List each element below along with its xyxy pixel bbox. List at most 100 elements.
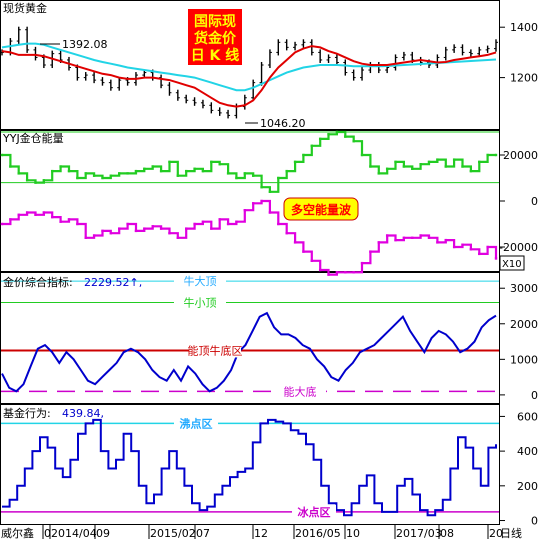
energy-bear-series-point — [385, 234, 389, 237]
energy-bull-series-point — [118, 172, 121, 175]
fund-reference-label-0: 沸点区 — [180, 416, 213, 430]
energy-bull-series-point — [494, 153, 498, 157]
scale-box — [499, 255, 525, 271]
energy-bear-series-point — [369, 250, 372, 253]
energy-panel-frame — [0, 130, 500, 272]
energy-bull-series-point — [293, 160, 297, 164]
energy-bull-series-point — [327, 133, 330, 136]
energy-bear-series-point — [176, 236, 180, 239]
energy-bull-series-point — [469, 169, 473, 173]
energy-bear-series-point — [235, 220, 238, 223]
energy-bear-series-point — [143, 227, 146, 230]
energy-bear-series-point — [134, 229, 138, 233]
energy-bear-series-point — [243, 209, 247, 212]
energy-bull-series-point — [159, 169, 163, 173]
energy-bear-series-point — [168, 232, 171, 235]
energy-bear-series-point — [260, 199, 263, 203]
index-reference-label-bg-3 — [274, 384, 326, 399]
energy-bull-series-point — [134, 169, 138, 173]
energy-bear-series-point — [302, 250, 305, 253]
y-axes: 14001200200000-2000030002000100006004002… — [499, 21, 538, 527]
energy-bear-series-point — [251, 202, 255, 205]
index-reference-label-bg-0 — [174, 274, 226, 289]
energy-bull-series-point — [84, 172, 87, 175]
energy-bull-series-point — [17, 172, 20, 175]
y-tick-label-3-1: 400 — [517, 445, 538, 458]
y-tick-label-3-2: 200 — [517, 480, 538, 493]
energy-bear-series-point — [25, 211, 29, 214]
energy-bear-series-point — [268, 211, 272, 214]
energy-bear-series — [2, 199, 498, 276]
energy-bull-series-point — [176, 174, 180, 177]
index-value-label: 2229.52↑, — [84, 276, 142, 289]
price-ma-long-line — [1, 42, 497, 92]
energy-bear-series-point — [352, 271, 355, 274]
energy-bear-series-point — [461, 243, 464, 246]
fund-reference-label-bg-0 — [174, 416, 218, 431]
energy-bull-series-point — [277, 176, 280, 180]
y-tick-label-0-0: 1400 — [510, 21, 538, 34]
index-reference-label-2: 能顶牛底区 — [188, 343, 243, 357]
x-axis-label-8: 10 — [346, 527, 360, 540]
y-tick-label-0-1: 1200 — [510, 72, 538, 85]
energy-bear-series-point — [118, 227, 121, 230]
energy-bull-series-point — [419, 163, 422, 166]
energy-bull-series-point — [369, 165, 372, 168]
energy-bull-series-point — [101, 176, 104, 180]
price-panel-frame — [0, 0, 500, 130]
energy-bear-series-point — [151, 225, 154, 228]
index-reference-label-0: 牛大顶 — [184, 274, 217, 288]
x-axis: 威尔鑫 0 2014/04 09 2015/02 07 12 2016/05 10 2017/03… — [1, 525, 522, 540]
energy-bull-series-point — [318, 137, 322, 141]
energy-bear-series-point — [59, 220, 62, 223]
energy-bear-series-point — [92, 234, 96, 237]
energy-bear-series-point — [402, 236, 406, 239]
scale-label: X10 — [502, 259, 522, 270]
y-tick-label-1-2: -20000 — [499, 241, 538, 254]
energy-bull-series-point — [302, 153, 305, 157]
energy-bear-series-point — [360, 261, 364, 265]
x-axis-label-6: 12 — [254, 527, 268, 540]
energy-bear-series-point — [193, 222, 196, 226]
energy-bear-series-point — [84, 236, 87, 239]
x-axis-label-9: 2017/03 — [396, 527, 442, 540]
energy-bull-series-point — [109, 174, 113, 177]
energy-bull-series-point — [452, 158, 456, 161]
energy-bear-series-point — [67, 218, 71, 221]
energy-bear-series-point — [285, 232, 288, 235]
fund-line — [2, 418, 497, 517]
y-tick-label-2-0: 3000 — [510, 282, 538, 295]
energy-bear-series-point — [159, 227, 163, 230]
energy-bear-series-point — [210, 227, 213, 230]
energy-bull-series-point — [394, 160, 397, 164]
energy-bear-series-point — [76, 222, 79, 226]
fund-reference-label-1: 冰点区 — [298, 505, 331, 519]
energy-bull-series-point — [92, 174, 96, 177]
price-title-line-3: 日 K 线 — [191, 47, 240, 64]
energy-bear-series-point — [201, 220, 205, 223]
energy-bull-series-point — [76, 176, 79, 180]
energy-bull-series-point — [344, 135, 347, 138]
energy-label-box-text: 多空能量波 — [291, 202, 352, 217]
x-axis-label-0: 威尔鑫 — [1, 526, 34, 540]
energy-bull-series-point — [226, 172, 230, 175]
price-title-box: 国际现 货金价 日 K 线 — [188, 9, 242, 65]
fund-reference-label-bg-1 — [292, 504, 336, 519]
energy-bear-series-point — [109, 232, 113, 235]
energy-bull-series-point — [268, 190, 272, 193]
energy-bear-series-point — [394, 238, 397, 242]
y-tick-label-1-1: 0 — [531, 195, 538, 208]
energy-bull-series-point — [251, 174, 255, 177]
energy-bear-series-point — [486, 245, 489, 249]
y-tick-label-2-1: 2000 — [510, 318, 538, 331]
index-reference-label-1: 牛小顶 — [184, 295, 217, 309]
energy-bull-series-point — [210, 160, 213, 164]
x-axis-label-1: 0 — [44, 527, 51, 540]
y-tick-label-1-0: 20000 — [503, 149, 538, 162]
energy-panel — [0, 130, 499, 276]
x-axis-label-7: 2016/05 — [295, 527, 341, 540]
energy-bear-series-point — [101, 229, 104, 233]
energy-bull-series-point — [461, 165, 464, 168]
